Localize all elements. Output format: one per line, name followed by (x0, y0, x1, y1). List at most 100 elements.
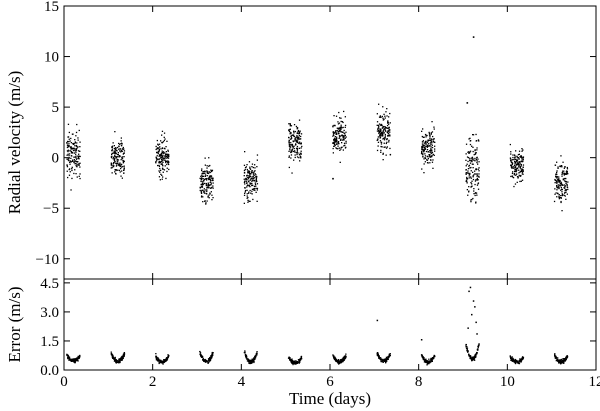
error-point (433, 354, 435, 357)
velocity-point (561, 191, 563, 193)
error-point (295, 360, 297, 362)
velocity-point (345, 146, 347, 148)
velocity-point (424, 157, 426, 159)
velocity-point (521, 179, 524, 181)
velocity-point (379, 129, 381, 131)
velocity-point (161, 160, 163, 163)
velocity-point (168, 168, 170, 171)
velocity-point (520, 155, 523, 158)
velocity-point (293, 130, 295, 132)
velocity-point (155, 157, 158, 159)
error-point (76, 358, 78, 360)
velocity-point (521, 148, 523, 150)
velocity-point (123, 152, 125, 154)
error-point (244, 353, 247, 356)
velocity-point (159, 157, 161, 160)
velocity-point (165, 177, 167, 180)
error-point (71, 358, 73, 360)
velocity-point (256, 183, 259, 185)
velocity-point (564, 181, 567, 183)
velocity-point (167, 162, 169, 164)
velocity-point (299, 131, 301, 133)
velocity-point (467, 151, 469, 153)
velocity-point (161, 174, 163, 176)
error-point (557, 359, 559, 362)
error-point (562, 361, 564, 363)
velocity-point (288, 166, 290, 169)
velocity-point (467, 194, 469, 196)
velocity-point (120, 159, 122, 161)
velocity-point (252, 175, 254, 177)
error-point (428, 362, 430, 365)
velocity-point (205, 203, 207, 205)
velocity-point (248, 175, 250, 177)
velocity-point (466, 178, 469, 180)
error-point (156, 356, 158, 358)
velocity-point (520, 169, 523, 172)
velocity-point (249, 183, 251, 185)
velocity-point (206, 179, 208, 181)
velocity-point (66, 146, 69, 149)
velocity-point (560, 195, 562, 197)
error-point (465, 343, 467, 346)
velocity-point (121, 158, 124, 160)
velocity-point (520, 165, 522, 167)
velocity-point (211, 179, 213, 182)
velocity-point (210, 191, 212, 193)
velocity-point (379, 130, 381, 132)
velocity-point (255, 191, 257, 193)
velocity-point (554, 178, 556, 181)
velocity-point (115, 169, 118, 171)
velocity-point (344, 126, 346, 128)
error-point (385, 358, 387, 360)
error-point (164, 360, 166, 362)
velocity-point (520, 164, 522, 166)
error-point (433, 355, 435, 357)
velocity-point (518, 164, 520, 166)
velocity-point (201, 174, 203, 176)
error-point (430, 359, 432, 361)
velocity-point (298, 119, 301, 121)
velocity-point (509, 158, 512, 160)
error-point (210, 358, 212, 360)
velocity-point (162, 157, 165, 159)
velocity-point (517, 176, 519, 178)
velocity-point (377, 139, 379, 141)
velocity-point (341, 142, 343, 144)
error-point (384, 360, 386, 362)
velocity-point (518, 153, 520, 155)
velocity-point (424, 142, 427, 144)
velocity-point (155, 148, 157, 151)
error-point (384, 358, 387, 360)
velocity-point (120, 140, 122, 142)
velocity-point (513, 158, 515, 161)
velocity-point (513, 154, 516, 156)
velocity-point (475, 152, 477, 154)
velocity-point (74, 163, 76, 165)
error-point (466, 348, 468, 350)
velocity-point (516, 176, 519, 178)
velocity-point (564, 166, 566, 168)
velocity-point (566, 170, 568, 172)
velocity-point (378, 129, 380, 132)
velocity-point (159, 171, 161, 173)
error-point (254, 357, 257, 359)
velocity-point (432, 135, 434, 138)
error-point (294, 360, 296, 362)
velocity-point (522, 170, 524, 172)
error-point (74, 358, 77, 360)
velocity-point (380, 145, 382, 148)
velocity-point (166, 160, 168, 162)
velocity-point (433, 141, 435, 143)
velocity-point (422, 153, 424, 155)
velocity-point (516, 167, 519, 170)
velocity-point (69, 163, 71, 165)
velocity-point (292, 140, 294, 142)
velocity-point (515, 171, 517, 173)
velocity-point (340, 124, 342, 126)
velocity-point (477, 139, 480, 141)
velocity-point (557, 179, 559, 181)
velocity-point (517, 154, 520, 156)
error-point (199, 353, 201, 355)
velocity-point (121, 156, 123, 158)
